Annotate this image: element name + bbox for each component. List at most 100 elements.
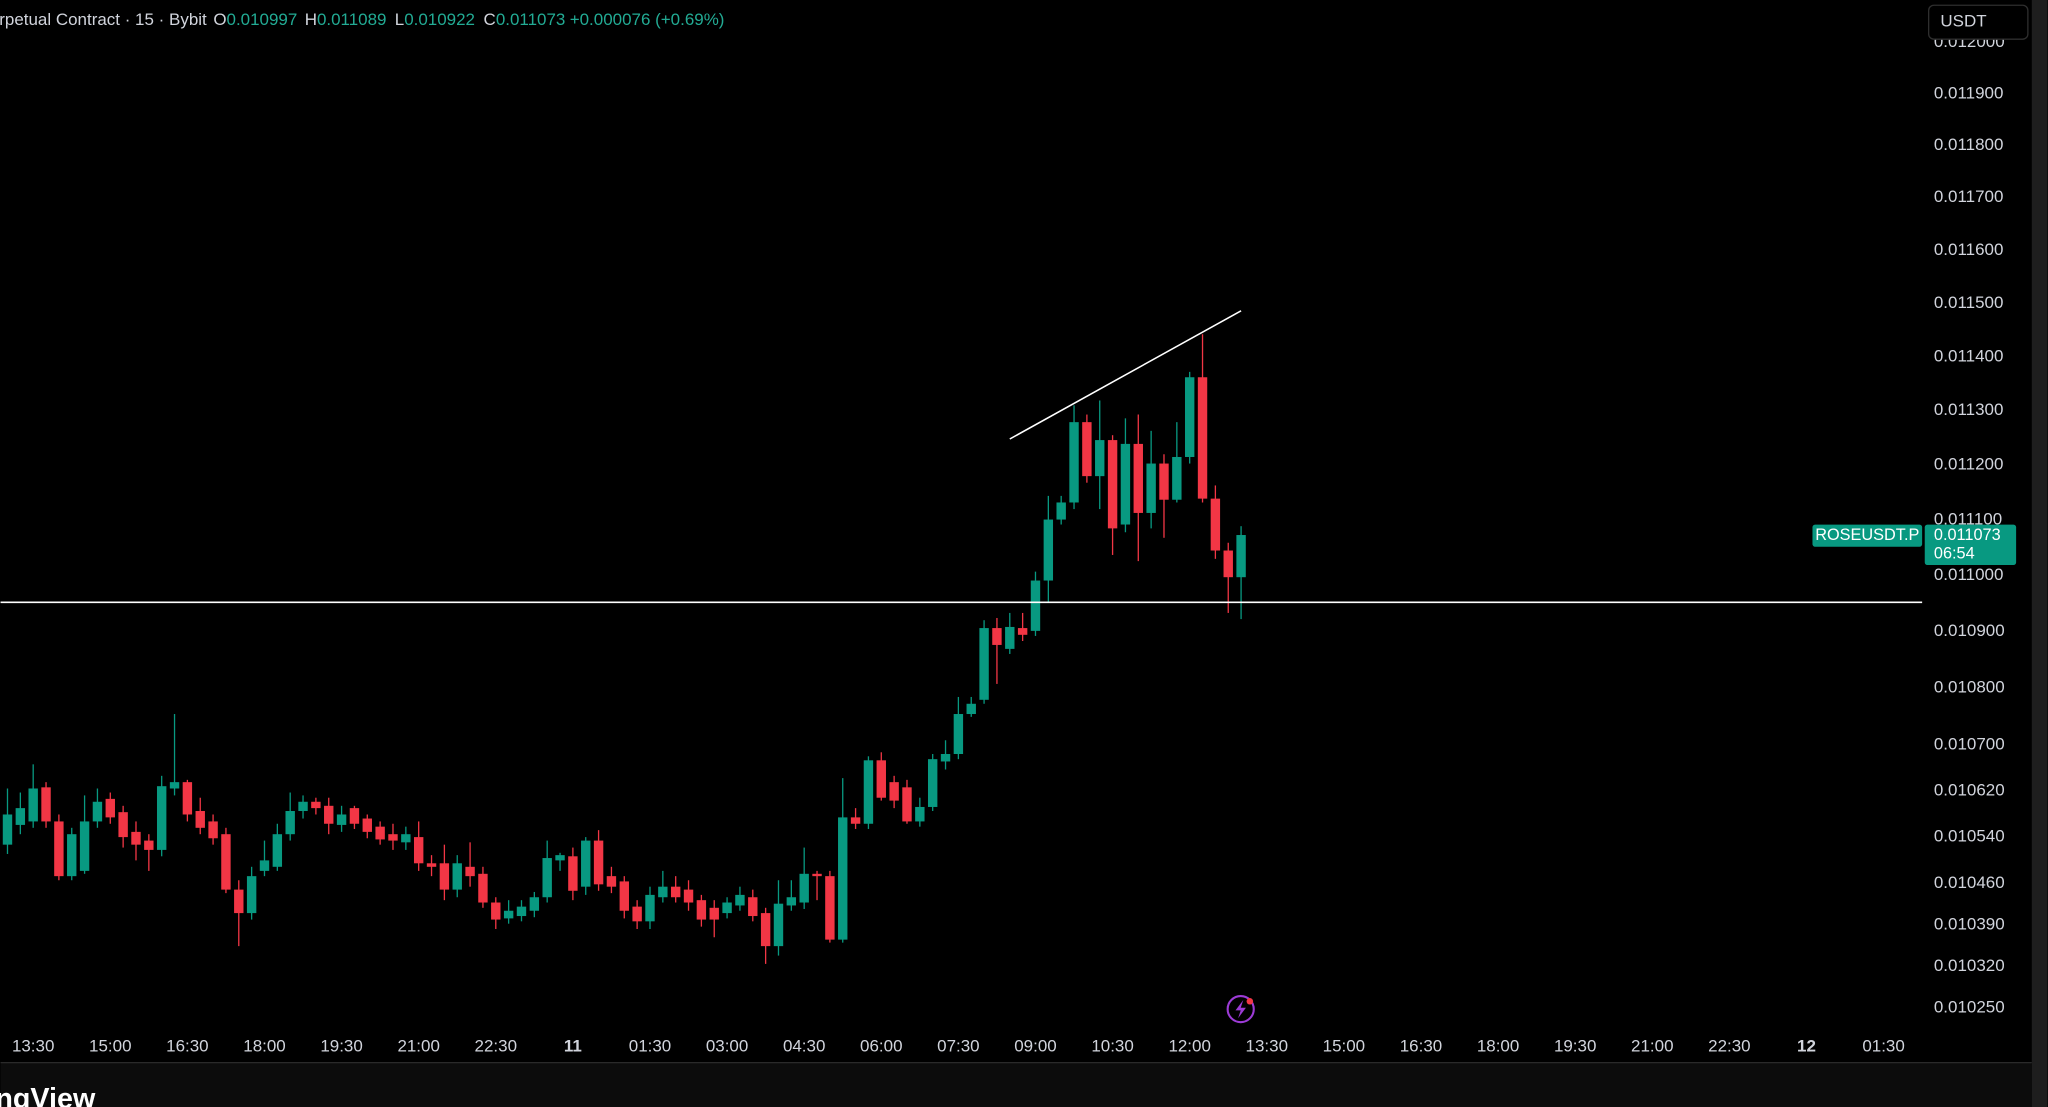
candle-body xyxy=(1172,456,1182,500)
candle-body xyxy=(144,840,154,850)
candle-body xyxy=(375,826,385,840)
candle-body xyxy=(683,889,694,903)
high-value: 0.011089 xyxy=(317,10,387,29)
x-tick-label: 16:30 xyxy=(166,1036,208,1055)
y-tick-label: 0.010800 xyxy=(1934,677,2005,696)
candle-body xyxy=(426,863,437,867)
candle-body xyxy=(516,906,527,917)
candle-body xyxy=(992,628,1002,645)
x-tick-label: 16:30 xyxy=(1400,1036,1442,1055)
candle-body xyxy=(979,628,989,700)
candle-body xyxy=(838,817,848,940)
x-tick-label: 21:00 xyxy=(1631,1036,1673,1055)
candle-body xyxy=(439,863,450,890)
candle-body xyxy=(927,759,938,807)
y-tick-label: 0.010460 xyxy=(1934,873,2005,892)
candle-body xyxy=(645,894,655,922)
currency-button[interactable] xyxy=(1928,4,2029,40)
alert-dot[interactable] xyxy=(1246,997,1254,1005)
alert-circle[interactable] xyxy=(1226,994,1255,1024)
candle-body xyxy=(812,873,822,877)
candle-body xyxy=(2,814,13,845)
y-tick-label: 0.011900 xyxy=(1934,83,2004,102)
candle-body xyxy=(786,897,797,906)
close-label: C xyxy=(484,10,496,29)
right-edge xyxy=(2031,0,2048,1107)
candle-body xyxy=(54,821,64,877)
y-tick-label: 0.011400 xyxy=(1934,346,2004,365)
candle-body xyxy=(1069,422,1079,503)
change: +0.000076 (+0.69%) xyxy=(570,10,725,29)
candle-body xyxy=(182,782,193,815)
symbol: rpetual Contract · 15 · Bybit xyxy=(0,10,207,29)
x-tick-label: 18:00 xyxy=(1477,1036,1519,1055)
candle-body xyxy=(581,840,591,887)
x-tick-label: 19:30 xyxy=(1554,1036,1596,1055)
x-tick-label: 13:30 xyxy=(1246,1036,1288,1055)
candle-body xyxy=(105,798,115,818)
chart-header: rpetual Contract · 15 · Bybit O0.010997 H0… xyxy=(0,10,724,29)
candle-body xyxy=(889,782,899,801)
y-tick-label: 0.010620 xyxy=(1934,780,2005,799)
candle-body xyxy=(452,863,462,890)
candle-body xyxy=(413,837,424,864)
candle-body xyxy=(1210,498,1221,551)
candle-body xyxy=(940,754,951,762)
x-tick-label: 06:00 xyxy=(860,1036,902,1055)
x-tick-label: 09:00 xyxy=(1014,1036,1056,1055)
x-tick-label: 13:30 xyxy=(12,1036,54,1055)
candle-body xyxy=(1082,422,1092,477)
candle-body xyxy=(722,902,732,914)
candle-body xyxy=(28,788,38,822)
candle-body xyxy=(966,703,976,715)
candle-body xyxy=(748,897,758,917)
candle-body xyxy=(67,834,77,877)
candle-body xyxy=(503,910,514,919)
alert-bolt[interactable] xyxy=(1235,999,1246,1019)
y-tick-label: 0.010320 xyxy=(1934,956,2005,975)
x-tick-label: 19:30 xyxy=(320,1036,362,1055)
close-value: 0.011073 xyxy=(496,10,566,29)
candle-body xyxy=(362,818,372,832)
candle-body xyxy=(593,840,604,885)
candle-body xyxy=(1184,377,1195,457)
candle-body xyxy=(478,873,488,903)
candle-body xyxy=(1146,463,1156,513)
y-tick-label: 0.010390 xyxy=(1934,914,2005,933)
candle-body xyxy=(118,812,128,838)
candle-body xyxy=(696,900,707,920)
y-tick-label: 0.011700 xyxy=(1934,187,2004,206)
x-tick-label: 12 xyxy=(1797,1036,1816,1055)
candle-body xyxy=(529,897,540,911)
open-value: 0.010997 xyxy=(227,10,298,29)
candle-body xyxy=(735,894,745,906)
x-tick-label: 18:00 xyxy=(243,1036,285,1055)
y-tick-label: 0.010900 xyxy=(1934,621,2005,640)
candle-body xyxy=(1107,440,1118,529)
candle-body xyxy=(131,831,141,845)
y-tick-label: 0.011200 xyxy=(1934,455,2004,474)
x-tick-label: 07:30 xyxy=(937,1036,979,1055)
candle-body xyxy=(401,834,411,843)
currency-label[interactable]: USDT xyxy=(1940,12,1986,31)
x-tick-label: 10:30 xyxy=(1091,1036,1133,1055)
candle-body xyxy=(349,808,360,824)
candle-body xyxy=(1043,519,1054,581)
candle-body xyxy=(876,760,886,798)
y-tick-label: 0.011000 xyxy=(1934,565,2004,584)
candle-body xyxy=(336,814,347,825)
y-tick-label: 0.011500 xyxy=(1934,293,2004,312)
alert-icon[interactable] xyxy=(1226,994,1255,1024)
candle-body xyxy=(92,801,103,822)
candle-body xyxy=(246,876,257,914)
watermark: ngView xyxy=(0,1083,96,1107)
x-tick-label: 22:30 xyxy=(1708,1036,1750,1055)
candle-body xyxy=(1223,550,1233,578)
candle-body xyxy=(1056,502,1066,520)
candle-body xyxy=(259,860,270,871)
candle-body xyxy=(79,821,90,871)
candle-body xyxy=(619,881,629,911)
candle-body xyxy=(465,866,475,877)
y-tick-label: 0.011800 xyxy=(1934,135,2004,154)
x-tick-label: 03:00 xyxy=(706,1036,748,1055)
